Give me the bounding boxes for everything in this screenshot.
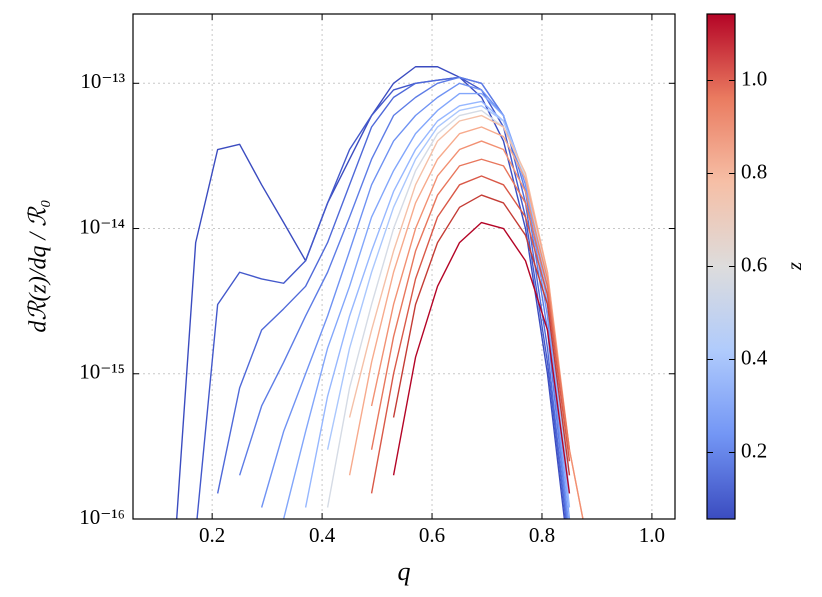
- data-line: [370, 175, 571, 494]
- data-line: [260, 82, 569, 519]
- data-line: [196, 76, 567, 519]
- lines: [175, 66, 584, 519]
- x-tick-label: 0.4: [309, 523, 336, 547]
- colorbar-tick-label: 0.4: [741, 345, 768, 369]
- data-line: [348, 114, 571, 462]
- x-tick-label: 0.8: [529, 523, 555, 547]
- data-line: [370, 140, 584, 519]
- data-line: [326, 105, 571, 494]
- colorbar-tick-label: 0.8: [741, 159, 767, 183]
- x-axis-label: q: [398, 557, 411, 586]
- data-line: [392, 194, 571, 476]
- y-tick-label: 10⁻¹⁴: [79, 214, 125, 238]
- data-line: [238, 76, 568, 519]
- colorbar-tick-label: 1.0: [741, 66, 767, 90]
- data-line: [348, 126, 584, 519]
- y-axis-label: dℛ(z)/dq / ℛ₀: [26, 199, 52, 332]
- data-line: [304, 100, 571, 508]
- colorbar-tick-label: 0.6: [741, 252, 767, 276]
- x-tick-label: 0.6: [419, 523, 445, 547]
- data-line: [370, 158, 571, 450]
- colorbar-label: z: [782, 262, 806, 271]
- plot-frame: [132, 13, 676, 520]
- data-line: [216, 76, 567, 519]
- x-tick-label: 1.0: [639, 523, 665, 547]
- y-tick-label: 10⁻¹³: [80, 69, 125, 93]
- colorbar-tick-label: 0.2: [741, 438, 767, 462]
- y-tick-label: 10⁻¹⁵: [79, 360, 125, 384]
- data-line: [392, 221, 571, 494]
- x-tick-label: 0.2: [199, 523, 225, 547]
- y-tick-label: 10⁻¹⁶: [79, 505, 125, 529]
- data-line: [282, 92, 571, 519]
- data-line: [326, 109, 571, 508]
